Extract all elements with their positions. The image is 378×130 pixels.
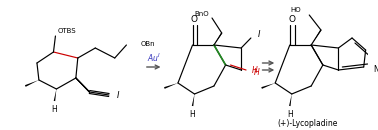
Text: I: I [257,30,260,38]
Text: I: I [117,90,119,99]
Text: O: O [191,15,198,24]
Polygon shape [192,94,195,106]
Polygon shape [214,33,222,45]
Polygon shape [54,89,56,101]
Text: H: H [190,109,195,119]
Text: H: H [287,109,293,119]
Polygon shape [25,80,39,87]
Text: N: N [373,64,378,73]
Text: H: H [252,66,258,74]
Text: BnO: BnO [195,11,209,17]
Text: OTBS: OTBS [57,28,76,34]
Polygon shape [164,83,178,89]
Text: H: H [254,67,260,76]
Text: O: O [288,15,295,24]
Text: Au$^I$: Au$^I$ [147,52,161,64]
Text: H: H [51,105,57,113]
Polygon shape [311,30,321,45]
Text: OBn: OBn [141,41,156,47]
Text: (+)-Lycopladine: (+)-Lycopladine [277,119,338,128]
Text: HO: HO [291,7,302,13]
Polygon shape [261,83,275,89]
Polygon shape [289,94,292,106]
